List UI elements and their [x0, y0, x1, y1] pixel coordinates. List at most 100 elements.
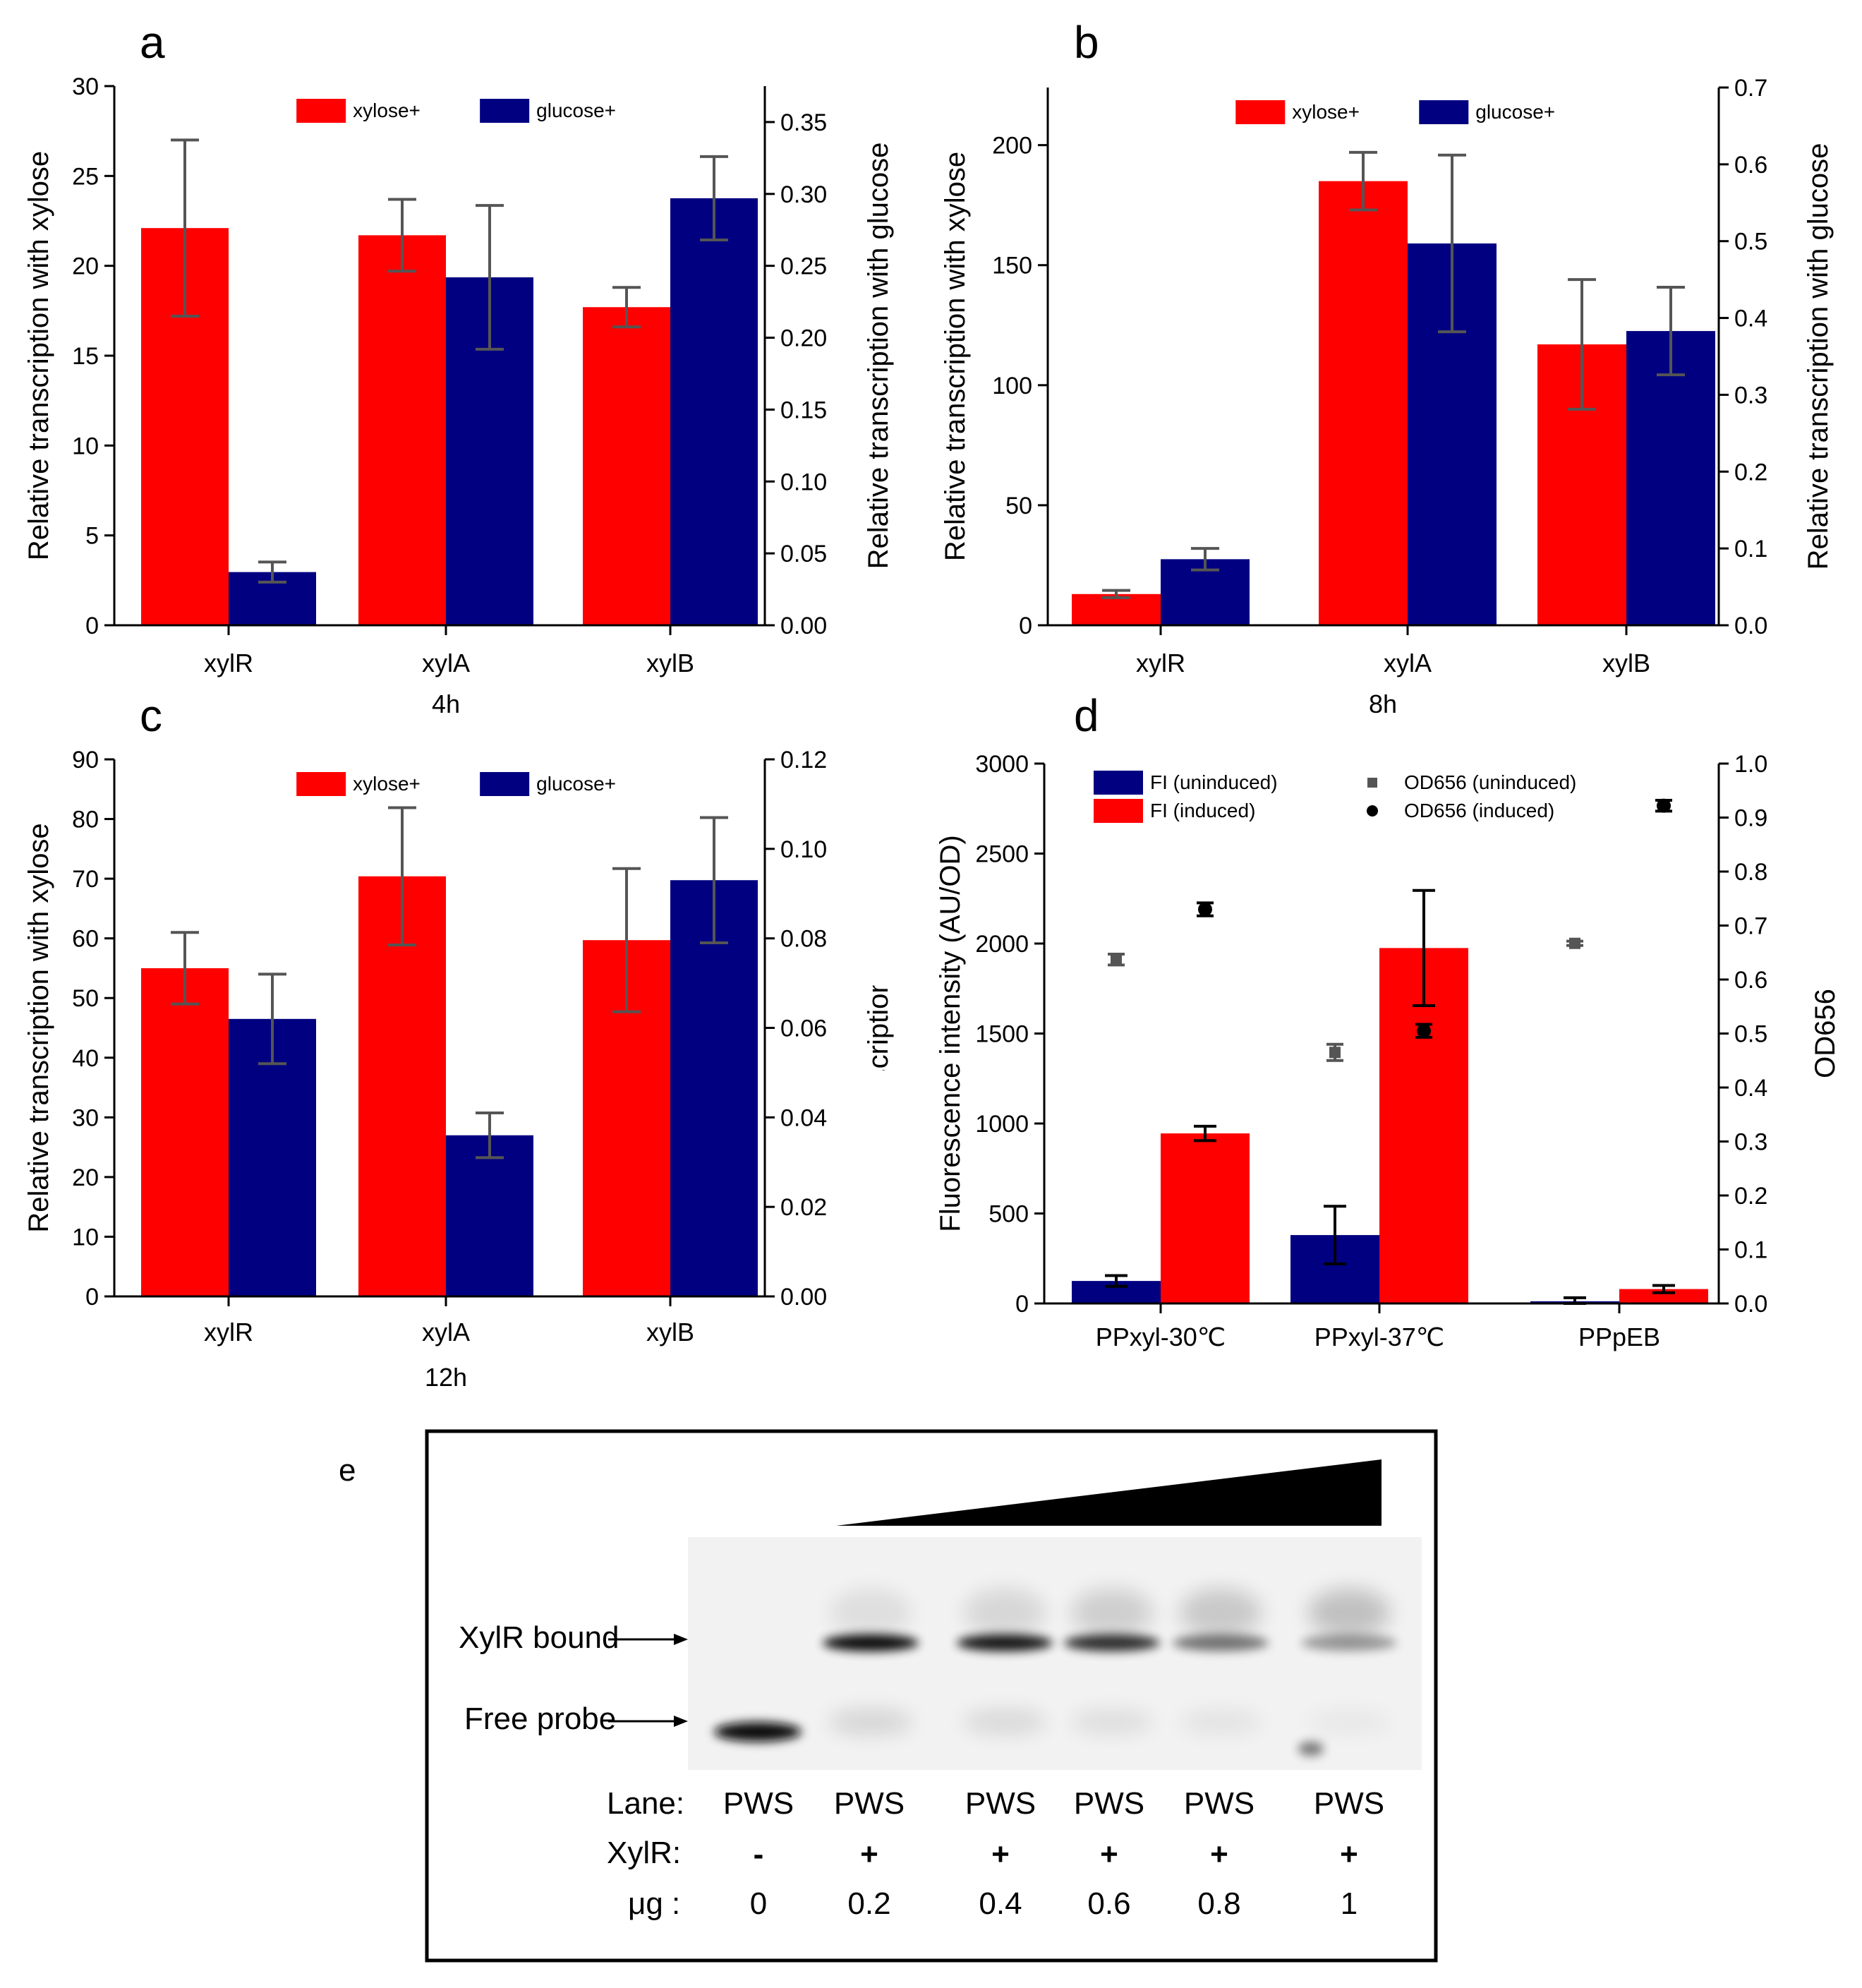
gel-image [688, 1537, 1422, 1770]
lane-name: PWS [723, 1786, 794, 1821]
y-tick-label: 25 [72, 163, 99, 190]
error-bar-0-0 [1105, 1274, 1128, 1288]
y-right-tick-label: 0.02 [780, 1194, 827, 1221]
legend-label: OD656 (induced) [1404, 800, 1554, 821]
y-right-tick-label: 0.06 [780, 1016, 827, 1042]
y-right-tick-label: 0.3 [1734, 382, 1767, 409]
y-right-tick-label: 0.2 [1734, 1183, 1767, 1210]
y-axis-title: Relative transcription with xylose [940, 152, 971, 561]
free-label: Free probe [464, 1701, 616, 1736]
error-bar-0-2 [1568, 278, 1596, 411]
emsa-gel-panel: e XylR bound Free probe Lane: XylR: μg :… [339, 1429, 1438, 1963]
y-axis-title: Fluorescence intensity (AU/OD) [935, 835, 966, 1231]
error-bar-1-1 [1438, 153, 1466, 334]
free-probe-band [714, 1722, 802, 1742]
lane-xylr: + [1340, 1837, 1358, 1872]
bound-band-2 [957, 1634, 1053, 1651]
bound-band-3 [1064, 1634, 1160, 1651]
y-tick-label: 80 [72, 807, 99, 833]
faint-free-probe [1178, 1709, 1263, 1735]
concentration-wedge [836, 1459, 1382, 1526]
od-induced-point-1 [1417, 1023, 1431, 1038]
faint-free-probe [962, 1709, 1047, 1735]
bar-fi-induced--2 [1619, 1289, 1708, 1303]
lane-ug: 0.8 [1197, 1886, 1240, 1921]
error-bar-1-2 [1652, 1284, 1675, 1294]
x-tick-label: PPpEB [1578, 1323, 1660, 1351]
legend-swatch-1 [1419, 100, 1469, 124]
x-tick-label: xylB [1602, 649, 1650, 677]
y-tick-label: 15 [72, 343, 99, 370]
error-bar-1-0 [258, 560, 286, 584]
bar-xylose--1 [358, 235, 446, 626]
y-tick-label: 0 [85, 1284, 99, 1311]
y-right-tick-label: 1.0 [1734, 751, 1767, 778]
bar-glucose--2 [670, 880, 758, 1296]
y-tick-label: 60 [72, 926, 99, 953]
y-tick-label: 100 [992, 373, 1032, 399]
y-axis-title: Relative transcription with xylose [23, 151, 54, 560]
od-uninduced-point-1 [1329, 1047, 1341, 1059]
error-bar-1-2 [700, 816, 728, 945]
y-tick-label: 1000 [975, 1111, 1029, 1138]
legend-marker-dot [1367, 805, 1378, 817]
error-bar-1-0 [1191, 547, 1219, 572]
y-tick-label: 3000 [975, 751, 1029, 778]
y-tick-label: 150 [992, 253, 1032, 279]
faint-free-probe [828, 1709, 913, 1735]
y-right-tick-label: 0.05 [780, 541, 827, 567]
panel-letter-d: d [1074, 690, 1099, 741]
y-right-tick-label: 0.2 [1734, 459, 1767, 486]
error-bar-0-1 [388, 806, 416, 946]
y-tick-label: 0 [1019, 613, 1032, 639]
y-tick-label: 500 [989, 1201, 1029, 1228]
error-bar-1-0 [1194, 1124, 1216, 1143]
smear [830, 1589, 912, 1637]
panel-letter-e: e [339, 1453, 356, 1488]
gel-frame [425, 1429, 1438, 1963]
y-tick-label: 5 [85, 523, 99, 550]
legend-label: glucose+ [1475, 101, 1555, 123]
y-right-tick-label: 0.0 [1734, 613, 1767, 639]
lane-xylr: + [1100, 1837, 1118, 1872]
y-right-tick-label: 0.08 [780, 926, 827, 953]
xylr-row-label: XylR: [607, 1836, 681, 1870]
bar-glucose--0 [229, 1018, 316, 1296]
legend-swatch-0 [296, 99, 346, 123]
x-tick-label: xylA [1384, 649, 1432, 677]
legend-swatch [1094, 771, 1143, 795]
bound-arrow-head [674, 1634, 688, 1645]
error-bar-0-0 [171, 138, 199, 318]
y-tick-label: 70 [72, 866, 99, 893]
legend-swatch-0 [296, 772, 346, 796]
y-tick-label: 40 [72, 1045, 99, 1072]
lane-ug: 0 [750, 1886, 767, 1921]
y-tick-label: 30 [72, 1104, 99, 1131]
chart-c: c 0 10 20 30 40 50 60 70 80 90 0.00 0.02 0.04 0.06 0.08… [23, 690, 894, 1392]
x-tick-label: PPxyl-30℃ [1096, 1323, 1226, 1351]
lane-name: PWS [1314, 1786, 1384, 1821]
error-bar-1-2 [1657, 286, 1685, 377]
error-bar-0-0 [171, 931, 199, 1006]
y-right-tick-label: 0.10 [780, 469, 827, 495]
y-right-tick-label: 0.30 [780, 181, 827, 208]
y-axis-right-title: Relative transcription with glucose [863, 143, 894, 570]
lane-ug: 0.4 [979, 1886, 1022, 1921]
error-bar-0-1 [388, 198, 416, 273]
y-right-tick-label: 0.25 [780, 253, 827, 280]
error-bar-1-0 [258, 972, 286, 1066]
legend-swatch-0 [1235, 100, 1286, 124]
y-right-tick-label: 0.35 [780, 109, 827, 136]
bound-band-5 [1301, 1634, 1397, 1651]
artifact-spot [1298, 1742, 1324, 1756]
legend-label: glucose+ [536, 100, 616, 121]
gel-lane-labels: PWS - 0 PWS +0.2 PWS +0.4 PWS +0.6 PWS +0.8 PWS +1 [723, 1786, 1384, 1921]
y-tick-label: 1500 [975, 1021, 1029, 1048]
y-axis-right-title: Relative transcription with glucose [863, 814, 894, 1241]
x-tick-label: xylB [646, 1318, 694, 1347]
faint-free-probe [1070, 1709, 1154, 1735]
error-bar-0-2 [612, 867, 641, 1013]
lane-name: PWS [1074, 1786, 1144, 1821]
lane-ug: 0.6 [1087, 1886, 1130, 1921]
lane-xylr: + [860, 1837, 878, 1872]
